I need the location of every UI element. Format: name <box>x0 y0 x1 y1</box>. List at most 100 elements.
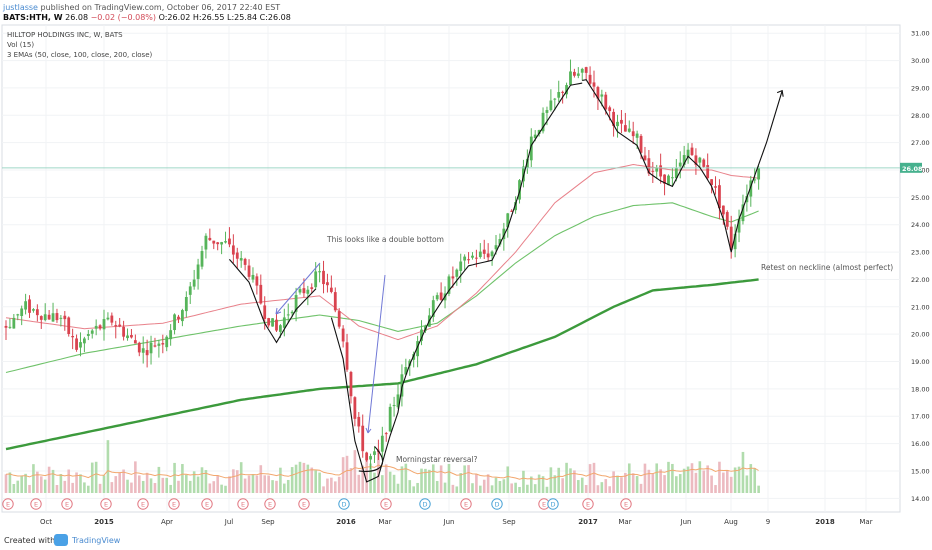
volume-bar <box>588 464 592 493</box>
earnings-marker[interactable] <box>2 498 14 510</box>
event-marker-label: E <box>384 501 388 509</box>
volume-bar <box>39 476 43 493</box>
volume-bar <box>514 482 517 493</box>
candle-body <box>690 147 694 155</box>
volume-bar <box>118 472 121 493</box>
volume-bar <box>631 473 635 493</box>
candle-body <box>604 94 608 110</box>
x-tick-label: Jun <box>680 518 692 526</box>
volume-bar <box>353 450 357 493</box>
candle-body <box>753 179 757 181</box>
y-tick-label: 16.00 <box>911 440 930 448</box>
candle-body <box>133 340 137 344</box>
volume-bar <box>667 461 670 493</box>
volume-bar <box>63 480 67 493</box>
volume-bar <box>267 475 270 493</box>
candle-body <box>137 342 141 353</box>
volume-bar <box>243 478 247 493</box>
volume-bar <box>471 483 474 493</box>
dividend-marker[interactable] <box>338 498 350 510</box>
y-tick-label: 18.00 <box>911 385 930 393</box>
earnings-marker[interactable] <box>264 498 276 510</box>
candle-body <box>228 238 231 245</box>
volume-bar <box>153 483 157 493</box>
event-marker-label: E <box>268 501 272 509</box>
candle-body <box>710 179 713 185</box>
y-tick-label: 30.00 <box>911 57 930 65</box>
earnings-marker[interactable] <box>237 498 249 510</box>
candle-body <box>149 342 153 354</box>
y-tick-label: 24.00 <box>911 221 930 229</box>
volume-bar <box>749 464 753 493</box>
tradingview-brand[interactable]: TradingView <box>72 536 121 545</box>
candle-body <box>471 255 474 258</box>
volume-bar <box>569 468 572 493</box>
ohlc-values: O:26.02 H:26.55 L:25.84 C:26.08 <box>158 13 291 22</box>
volume-bar <box>655 463 659 493</box>
volume-bar <box>12 483 16 493</box>
volume-bar <box>506 466 510 493</box>
earnings-marker[interactable] <box>61 498 73 510</box>
earnings-marker[interactable] <box>380 498 392 510</box>
tradingview-logo-icon[interactable] <box>54 534 68 546</box>
candle-body <box>271 318 274 327</box>
volume-bar <box>228 476 231 493</box>
dividend-marker[interactable] <box>547 498 559 510</box>
candle-body <box>333 292 337 311</box>
event-marker-label: E <box>542 501 546 509</box>
volume-bar <box>216 475 219 493</box>
volume-bar <box>616 475 619 493</box>
candle-body <box>235 252 239 259</box>
volume-bar <box>294 464 298 493</box>
candle-body <box>43 314 47 321</box>
candle-body <box>380 435 384 452</box>
candle-body <box>302 288 306 294</box>
earnings-marker[interactable] <box>168 498 180 510</box>
volume-bar <box>290 467 294 493</box>
volume-bar <box>475 474 478 493</box>
volume-bar <box>675 476 678 493</box>
earnings-marker[interactable] <box>460 498 472 510</box>
candle-body <box>83 338 86 344</box>
volume-bar <box>494 477 498 493</box>
earnings-marker[interactable] <box>30 498 42 510</box>
price-chart[interactable]: Oct 2015 Apr Jul Sep 2016 Mar Jun Sep 2017 Mar Jun A… <box>0 23 932 532</box>
volume-ma-line <box>5 464 759 481</box>
volume-bar <box>577 480 580 493</box>
volume-bar <box>28 484 31 493</box>
event-marker-label: E <box>34 501 38 509</box>
candle-body <box>486 253 490 258</box>
author-link[interactable]: justlasse <box>3 3 38 12</box>
earnings-marker[interactable] <box>201 498 213 510</box>
candle-body <box>686 149 690 157</box>
candle-body <box>259 284 263 304</box>
earnings-marker[interactable] <box>582 498 594 510</box>
candle-body <box>416 341 419 357</box>
y-tick-label: 20.00 <box>911 331 930 339</box>
candle-body <box>90 330 94 334</box>
candle-body <box>596 87 600 99</box>
earnings-marker[interactable] <box>100 498 112 510</box>
candle-body <box>384 433 388 435</box>
projection-drawing <box>582 79 783 253</box>
candle-body <box>98 325 102 329</box>
candle-body <box>63 315 67 320</box>
dividend-marker[interactable] <box>491 498 503 510</box>
candle-body <box>400 374 404 397</box>
volume-bar <box>141 480 145 493</box>
volume-bar <box>306 464 310 493</box>
volume-bar <box>90 462 94 493</box>
candle-body <box>478 251 482 258</box>
candle-body <box>674 168 678 179</box>
candle-body <box>314 271 318 288</box>
candle-body <box>231 245 235 255</box>
earnings-marker[interactable] <box>298 498 310 510</box>
earnings-marker[interactable] <box>620 498 632 510</box>
volume-bar <box>94 461 98 493</box>
candle-body <box>439 292 443 300</box>
x-tick-label: 9 <box>766 518 770 526</box>
earnings-marker[interactable] <box>137 498 149 510</box>
candle-body <box>678 162 682 167</box>
dividend-marker[interactable] <box>419 498 431 510</box>
volume-bar <box>510 483 513 493</box>
